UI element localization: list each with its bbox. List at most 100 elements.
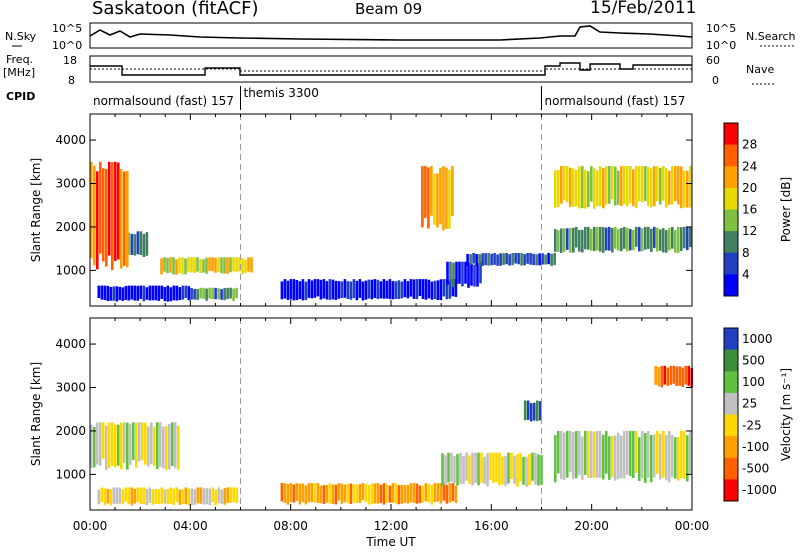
scatter-cell: [596, 170, 599, 207]
scatter-cell: [650, 228, 653, 252]
scatter-cell: [289, 279, 293, 300]
cpid-row: CPID normalsound (fast) 157 themis 3300 no…: [6, 86, 685, 110]
scatter-cell: [614, 226, 617, 249]
scatter-cell: [144, 422, 147, 465]
scatter-cell: [665, 435, 668, 481]
scatter-cell: [478, 254, 481, 265]
scatter-cell: [178, 489, 182, 505]
scatter-cell: [620, 435, 623, 479]
colorbar-frame: [723, 122, 739, 297]
nave-tick-bottom: 0: [712, 74, 719, 87]
scatter-cell: [415, 483, 419, 504]
scatter-cell: [220, 289, 223, 300]
nsky-panel: N.Sky 10^5 10^0 10^5 10^0 N.Search: [5, 22, 796, 52]
scatter-cell: [310, 280, 314, 299]
scatter-cell: [322, 485, 326, 505]
scatter-cell: [541, 253, 544, 265]
scatter-cell: [602, 168, 605, 209]
scatter-cell: [584, 170, 587, 209]
scatter-cell: [439, 168, 442, 225]
scatter-cell: [391, 483, 395, 503]
scatter-cell: [663, 365, 666, 385]
scatter-cell: [683, 430, 686, 479]
colorbar-tick-label: 4: [742, 267, 750, 281]
scatter-cell: [211, 257, 214, 272]
scatter-cell: [190, 288, 193, 300]
station-title: Saskatoon (fitACF): [92, 0, 259, 19]
scatter-cell: [157, 285, 161, 301]
scatter-cell: [139, 231, 143, 255]
scatter-cell: [96, 422, 99, 465]
scatter-cell: [202, 259, 205, 273]
scatter-cell: [168, 424, 171, 470]
scatter-cell: [190, 257, 193, 273]
y-axis-label: Slant Range [km]: [29, 362, 43, 466]
scatter-cell: [154, 285, 158, 301]
scatter-cell: [310, 483, 314, 502]
scatter-cell: [632, 169, 635, 207]
scatter-cell: [211, 287, 214, 300]
scatter-cell: [584, 226, 587, 250]
scatter-cell: [490, 253, 493, 266]
scatter-cell: [605, 430, 608, 474]
scatter-cell: [605, 166, 608, 205]
x-tick-label: 16:00: [474, 519, 509, 533]
scatter-cell: [295, 280, 299, 301]
scatter-cell: [169, 257, 172, 273]
scatter-cell: [112, 487, 116, 504]
scatter-cell: [554, 435, 557, 483]
scatter-cell: [650, 435, 653, 483]
scatter-cell: [656, 227, 659, 252]
scatter-cell: [400, 281, 404, 299]
scatter-cell: [550, 253, 553, 266]
scatter-cell: [280, 281, 284, 300]
scatter-cell: [644, 166, 647, 201]
scatter-cell: [686, 435, 689, 482]
scatter-cell: [418, 279, 422, 297]
scatter-cell: [481, 253, 484, 266]
scatter-cell: [657, 367, 660, 387]
scatter-cell: [166, 489, 170, 505]
scatter-cell: [181, 489, 185, 504]
scatter-cell: [121, 489, 125, 505]
scatter-cell: [406, 485, 410, 504]
scatter-cell: [214, 489, 218, 506]
scatter-cell: [126, 170, 129, 268]
scatter-cell: [135, 423, 138, 468]
scatter-cell: [120, 169, 123, 269]
scatter-cell: [492, 452, 495, 483]
scatter-cell: [454, 279, 458, 297]
scatter-cell: [507, 452, 510, 484]
scatter-cell: [331, 484, 335, 504]
scatter-cell: [514, 253, 517, 264]
scatter-cell: [523, 254, 526, 266]
scatter-cell: [537, 454, 540, 486]
nsky-tick-top: 10^5: [52, 22, 82, 35]
freq-tick-bottom: 8: [68, 74, 75, 87]
scatter-cell: [358, 279, 362, 298]
scatter-cell: [331, 279, 335, 300]
scatter-cell: [448, 169, 451, 229]
scatter-cell: [223, 257, 226, 274]
scatter-cell: [325, 484, 329, 503]
scatter-cell: [160, 258, 163, 275]
colorbar-tick-label: 12: [742, 224, 757, 238]
scatter-cell: [133, 488, 137, 504]
scatter-cell: [560, 228, 563, 253]
colorbar-swatch: [724, 392, 738, 415]
scatter-cell: [202, 287, 205, 299]
colorbar-swatch: [724, 123, 738, 146]
scatter-cell: [602, 434, 605, 480]
scatter-cell: [132, 422, 135, 460]
colorbar-tick-label: -25: [742, 418, 762, 432]
colorbar-swatch: [724, 328, 738, 351]
scatter-cell: [292, 279, 296, 301]
scatter-cell: [683, 170, 686, 208]
scatter-cell: [452, 262, 455, 288]
x-axis-label: Time UT: [365, 535, 416, 549]
scatter-cell: [406, 281, 410, 299]
scatter-cell: [238, 257, 241, 272]
scatter-cell: [175, 285, 179, 301]
scatter-cell: [142, 233, 146, 257]
scatter-cell: [510, 452, 513, 479]
